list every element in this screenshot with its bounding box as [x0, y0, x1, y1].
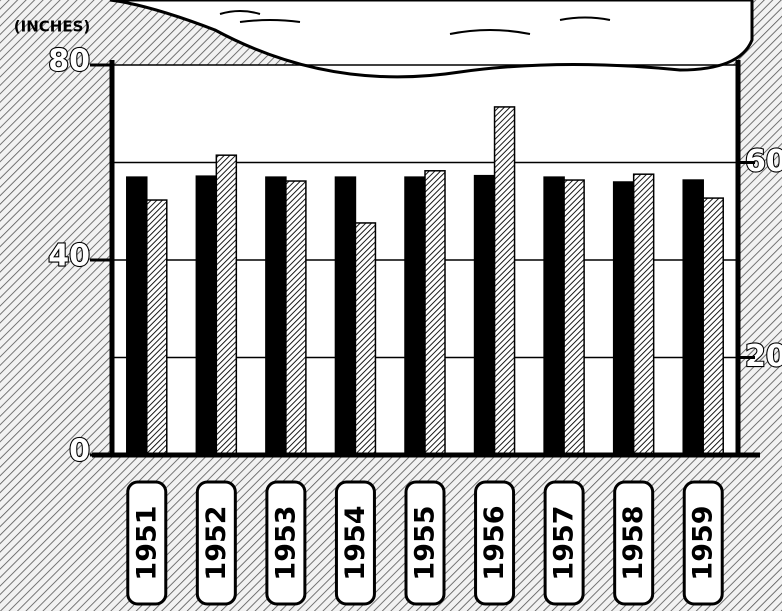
bar [147, 200, 167, 455]
bar [355, 223, 375, 455]
y-tick-label: 0 [69, 434, 90, 469]
bar [544, 177, 564, 455]
bar [614, 182, 634, 455]
x-tick-label: 1951 [131, 505, 162, 580]
bar [683, 180, 703, 455]
bar [495, 107, 515, 455]
x-tick-label: 1953 [270, 505, 301, 580]
bar [703, 198, 723, 455]
bar [286, 181, 306, 455]
bar [216, 155, 236, 455]
bar [405, 177, 425, 455]
x-tick-label: 1954 [340, 505, 371, 580]
bar [335, 177, 355, 455]
bar [425, 171, 445, 455]
x-tick-label: 1958 [618, 505, 649, 580]
bar [564, 180, 584, 455]
x-tick-label: 1956 [479, 505, 510, 580]
y-axis-label: (INCHES) [14, 18, 90, 36]
bar [196, 176, 216, 455]
x-tick-label: 1955 [410, 505, 441, 580]
x-tick-label: 1957 [549, 505, 580, 580]
bar [266, 177, 286, 455]
bar [127, 177, 147, 455]
y-tick-label: 80 [48, 44, 90, 79]
x-tick-label: 1952 [201, 505, 232, 580]
bar [634, 174, 654, 455]
y-tick-label: 40 [48, 239, 90, 274]
chart: (INCHES) 0408020601951195219531954195519… [0, 0, 782, 611]
x-tick-label: 1959 [688, 505, 719, 580]
bar [475, 176, 495, 455]
